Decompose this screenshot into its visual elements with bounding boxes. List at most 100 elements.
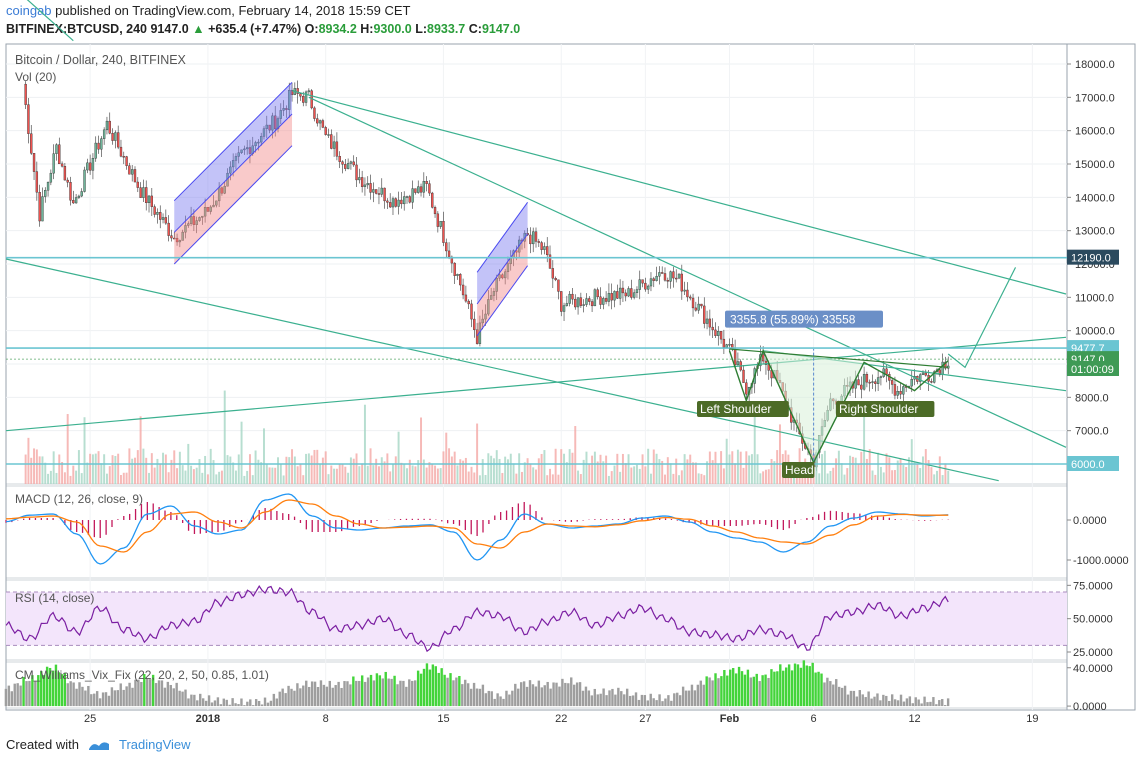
created-with-text: Created with <box>6 737 79 752</box>
candle-body <box>579 297 583 306</box>
volume-bar <box>442 451 445 484</box>
vix-title: CM_Williams_Vix_Fix (22, 20, 2, 50, 0.85… <box>15 668 269 682</box>
candle-body <box>574 298 577 308</box>
high-value: 9300.0 <box>373 22 412 36</box>
candle-body <box>722 338 726 348</box>
vix-bar <box>257 700 261 707</box>
volume-bar <box>899 458 902 484</box>
volume-bar <box>891 470 894 484</box>
vix-bar <box>72 682 75 707</box>
volume-bar <box>232 462 235 484</box>
vix-bar <box>378 675 382 707</box>
vix-bar <box>75 688 78 707</box>
volume-bar <box>201 472 204 484</box>
vix-bar <box>366 677 370 707</box>
vix-bar <box>773 671 776 707</box>
volume-bar <box>543 450 546 484</box>
candle-body <box>464 294 468 302</box>
vix-bar <box>873 696 876 707</box>
vix-bar <box>481 684 485 707</box>
candle-body <box>66 179 69 183</box>
candle-body <box>52 153 55 174</box>
candle-body <box>705 318 709 324</box>
candle-body <box>610 293 613 301</box>
vix-bar <box>81 686 84 707</box>
vix-bar <box>505 690 508 707</box>
candle-body <box>391 198 395 208</box>
vix-bar <box>334 685 337 707</box>
volume-bar <box>77 450 80 484</box>
head-label-bg <box>782 462 815 478</box>
candle-body <box>372 189 375 193</box>
vix-bar <box>558 686 561 707</box>
candle-body <box>890 380 894 385</box>
vix-bar <box>95 691 99 707</box>
vix-bar <box>914 697 917 707</box>
candle-body <box>459 274 462 286</box>
candle-body <box>147 195 151 204</box>
volume-bar <box>540 453 543 484</box>
vix-bar <box>731 668 735 707</box>
volume-bar <box>136 450 139 484</box>
candle-body <box>327 134 330 136</box>
vix-bar <box>316 686 320 707</box>
candle-body <box>902 386 905 395</box>
vix-bar <box>42 675 46 707</box>
candle-body <box>604 298 608 302</box>
price-axis-label-bg <box>1067 249 1119 265</box>
candle-body <box>860 384 863 390</box>
candle-body <box>711 326 714 331</box>
volume-bar <box>341 464 344 484</box>
tradingview-link[interactable]: TradingView <box>118 737 191 752</box>
vix-bar <box>328 680 331 707</box>
vix-bar <box>528 680 532 707</box>
candle-body <box>540 242 543 250</box>
candle-body <box>599 296 602 305</box>
volume-bar <box>349 457 352 484</box>
candle-body <box>893 384 897 396</box>
vix-bar <box>599 693 602 707</box>
volume-bar <box>854 457 857 484</box>
vix-bar <box>143 674 146 707</box>
vix-bar <box>849 690 853 707</box>
volume-bar <box>97 451 100 484</box>
candle-body <box>896 391 899 396</box>
vix-bar <box>673 693 676 707</box>
vix-bar <box>885 695 888 707</box>
candle-body <box>680 273 684 292</box>
candle-body <box>366 183 369 186</box>
volume-bar <box>209 448 212 484</box>
volume-bar <box>302 475 305 484</box>
candle-body <box>475 329 479 344</box>
volume-bar <box>467 471 470 484</box>
vix-bar <box>187 698 190 707</box>
vix-bar <box>22 677 25 707</box>
price-tick-label: 17000.0 <box>1075 92 1115 104</box>
vix-bar <box>343 681 346 707</box>
vix-bar <box>743 674 747 707</box>
candle-body <box>97 142 100 150</box>
candle-body <box>733 349 737 366</box>
macd-title: MACD (12, 26, close, 9) <box>15 492 143 506</box>
candle-body <box>302 95 305 103</box>
author-link[interactable]: coingab <box>6 3 52 18</box>
vix-bar <box>216 697 220 707</box>
volume-bar <box>394 456 397 484</box>
open-value: 8934.2 <box>318 22 357 36</box>
volume-bar <box>150 453 153 484</box>
candle-body <box>719 331 723 340</box>
candle-body <box>411 188 414 203</box>
channel-line <box>476 233 528 305</box>
vix-bar <box>246 701 249 707</box>
trendline-long-resistance <box>291 90 1067 295</box>
vix-bar <box>228 704 231 707</box>
volume-bar <box>506 459 509 484</box>
volume-bar <box>397 431 400 484</box>
vix-bar <box>13 683 16 707</box>
volume-bar <box>204 455 207 484</box>
volume-bar <box>734 463 737 484</box>
volume-bar <box>678 475 680 484</box>
vix-bar <box>543 685 546 707</box>
low-value: 8933.7 <box>427 22 466 36</box>
